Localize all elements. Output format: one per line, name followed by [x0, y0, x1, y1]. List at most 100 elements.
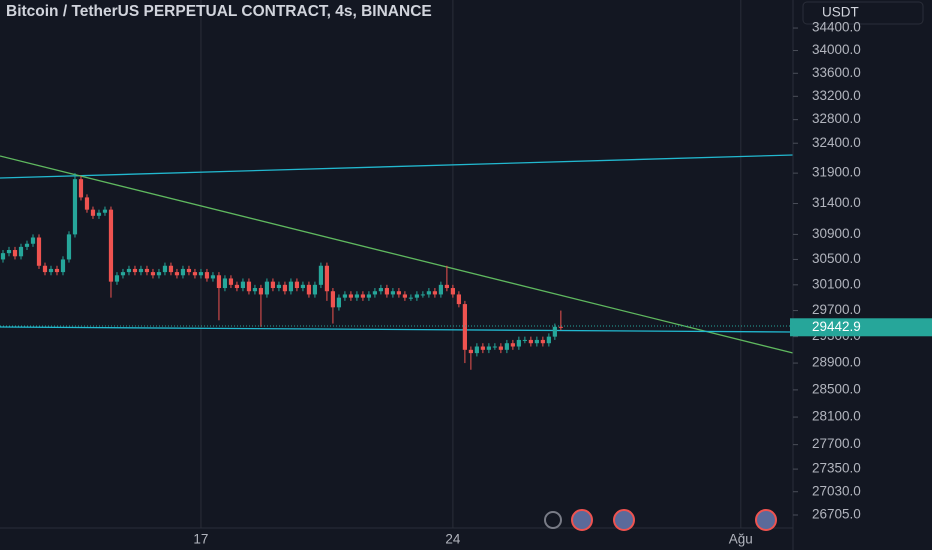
candle-body — [498, 346, 503, 350]
candle-body — [474, 346, 479, 354]
candle-body — [444, 284, 449, 289]
candle-body — [438, 284, 443, 295]
candle-body — [24, 243, 30, 247]
y-tick-label: 31400.0 — [812, 195, 861, 210]
candle-body — [186, 268, 192, 273]
candle-body — [102, 209, 108, 213]
y-tick-label: 28900.0 — [812, 355, 861, 370]
candle-body — [78, 179, 84, 198]
candle-body — [156, 272, 162, 276]
candle-body — [144, 268, 150, 273]
candle-body — [174, 272, 180, 276]
candle-body — [192, 272, 198, 276]
candle-body — [240, 281, 246, 289]
chart-title: Bitcoin / TetherUS PERPETUAL CONTRACT, 4… — [6, 3, 432, 20]
last-price-box — [790, 318, 932, 337]
candle-body — [96, 212, 102, 216]
candle-body — [468, 349, 473, 354]
trend-line — [0, 154, 794, 179]
candle-body — [534, 339, 539, 344]
candle-body — [276, 284, 282, 289]
candle-body — [294, 281, 300, 289]
candle-body — [270, 281, 276, 289]
y-tick-label: 34400.0 — [812, 20, 861, 35]
candle-body — [114, 275, 120, 282]
event-icons — [544, 509, 777, 531]
candle-body — [318, 265, 324, 285]
candle-body — [372, 291, 378, 295]
candle-body — [492, 346, 497, 348]
candle-body — [450, 288, 455, 295]
candle-body — [288, 281, 294, 292]
candle-body — [252, 288, 258, 292]
candle-body — [120, 272, 126, 276]
y-tick-label: 34000.0 — [812, 42, 861, 57]
candle-body — [162, 265, 168, 273]
candle-body — [132, 268, 138, 273]
candle-body — [414, 294, 419, 298]
grid — [200, 0, 742, 528]
candle-body — [54, 268, 60, 273]
candle-body — [36, 237, 42, 266]
x-tick-label: 24 — [445, 532, 461, 547]
candle-body — [366, 294, 372, 298]
candle-body — [552, 326, 557, 337]
candle-body — [480, 346, 485, 350]
trend-line — [0, 155, 794, 354]
candle-body — [210, 275, 216, 279]
candle-body — [150, 272, 156, 276]
y-tick-label: 27350.0 — [812, 461, 861, 476]
candle-body — [540, 339, 545, 344]
candle-body — [90, 209, 96, 216]
candle-body — [546, 336, 551, 344]
candle-body — [246, 281, 252, 292]
candle-body — [348, 294, 354, 298]
y-tick-label: 32400.0 — [812, 135, 861, 150]
candle-body — [528, 339, 533, 344]
y-tick-label: 27700.0 — [812, 436, 861, 451]
candle-body — [108, 209, 114, 282]
candle-body — [432, 291, 437, 295]
candle-body — [12, 250, 18, 257]
candle-body — [84, 197, 90, 210]
y-tick-label: 31900.0 — [812, 165, 861, 180]
currency-box[interactable] — [802, 1, 924, 25]
candle-body — [204, 272, 210, 279]
candle-body — [522, 339, 527, 341]
candle-body — [228, 278, 234, 285]
y-tick-label: 30500.0 — [812, 251, 861, 266]
candle-body — [336, 297, 342, 308]
y-tick-label: 30100.0 — [812, 276, 861, 291]
candle-body — [72, 179, 78, 235]
candle-body — [300, 284, 306, 289]
candle-body — [6, 250, 12, 254]
candle-body — [258, 288, 264, 295]
candle-body — [264, 281, 270, 295]
candle-body — [420, 294, 425, 296]
last-price-label: 29442.9 — [812, 319, 861, 334]
candle-body — [312, 284, 318, 295]
candle-body — [234, 284, 240, 289]
candle-body — [168, 265, 174, 273]
candle-body — [324, 265, 330, 292]
candle-body — [456, 294, 461, 305]
candle-body — [390, 291, 396, 295]
candle-body — [18, 246, 24, 257]
candle-body — [138, 268, 144, 273]
y-tick-label: 30900.0 — [812, 226, 861, 241]
y-tick-label: 29700.0 — [812, 302, 861, 317]
trend-line — [0, 326, 794, 333]
candle-body — [504, 343, 509, 350]
x-tick-label: 17 — [193, 532, 208, 547]
candle-body — [378, 288, 384, 292]
candle-body — [510, 343, 515, 347]
candle-body — [342, 294, 348, 298]
candle-body — [354, 294, 360, 298]
y-tick-label: 26705.0 — [812, 507, 861, 522]
candle-body — [486, 346, 491, 350]
y-tick-label: 28500.0 — [812, 381, 861, 396]
candle-body — [516, 339, 521, 347]
candle-body — [48, 268, 54, 273]
candle-body — [396, 291, 401, 295]
candle-body — [0, 253, 6, 260]
